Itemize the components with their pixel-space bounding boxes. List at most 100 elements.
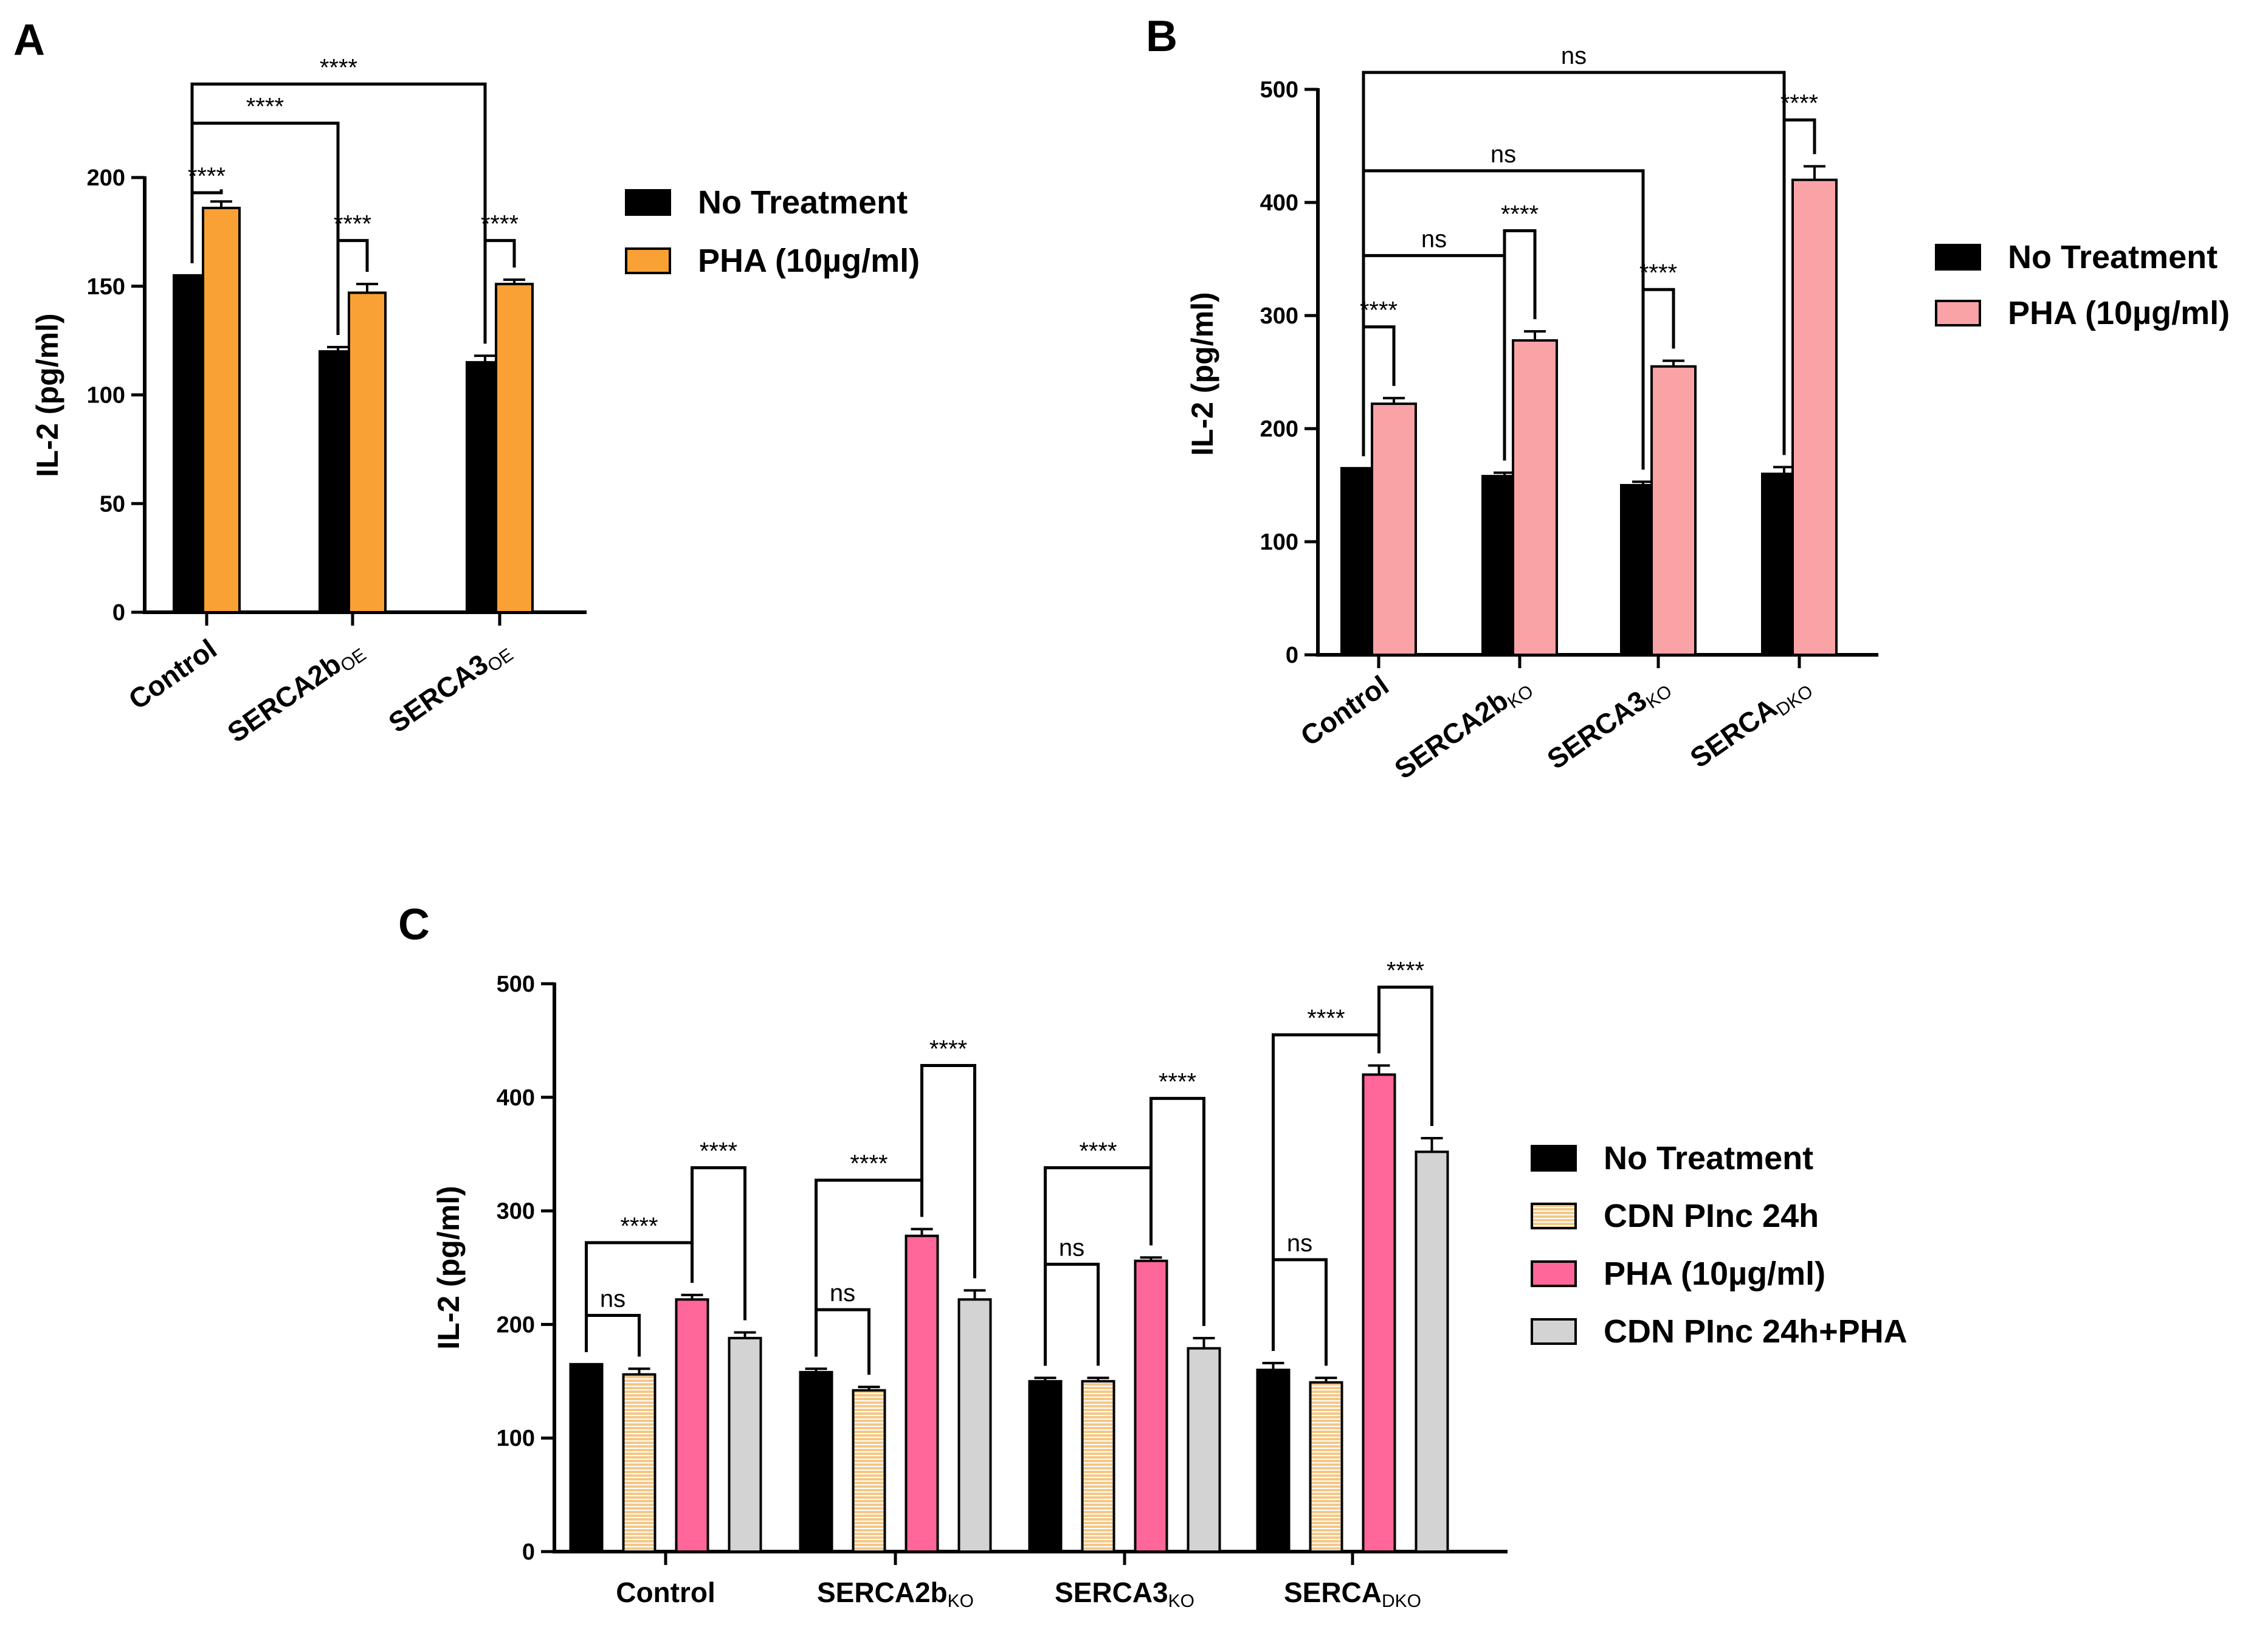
significance-label: ****: [1501, 201, 1539, 228]
y-tick-label: 500: [1260, 77, 1298, 103]
y-tick-label: 200: [87, 165, 125, 191]
y-tick-label: 100: [497, 1426, 535, 1451]
y-tick-label: 400: [1260, 190, 1298, 216]
bar: [728, 1336, 762, 1553]
significance-label: ns: [1059, 1234, 1084, 1261]
significance-label: ****: [1387, 958, 1424, 984]
significance-bracket: [1044, 1262, 1100, 1366]
significance-label: ns: [1287, 1230, 1312, 1257]
significance-label: ns: [600, 1285, 626, 1312]
category-label: SERCADKO: [1284, 1577, 1421, 1611]
significance-label: ****: [1159, 1069, 1196, 1096]
bar: [905, 1234, 939, 1553]
bar: [1081, 1380, 1115, 1553]
y-tick-label: 0: [522, 1539, 535, 1565]
legend-swatch: [1531, 1145, 1577, 1172]
significance-bracket: [815, 1308, 870, 1375]
significance-label: ****: [1079, 1138, 1117, 1165]
y-tick-label: 300: [1260, 303, 1298, 329]
y-tick-label: 300: [497, 1199, 535, 1225]
significance-label: ns: [1491, 141, 1516, 168]
legend-label: CDN PInc 24h+PHA: [1604, 1313, 1908, 1350]
legend-swatch: [625, 189, 671, 216]
bar: [1362, 1073, 1396, 1553]
panel-c: 0 100 200 300 400 500 IL-2 (pg/ml) Control SERCA…: [432, 958, 1908, 1611]
y-axis-label: IL-2 (pg/ml): [432, 1186, 466, 1349]
significance-bracket: [1377, 986, 1433, 1127]
category-label: SERCA2bKO: [817, 1577, 974, 1611]
significance-label: ****: [700, 1138, 737, 1165]
legend-swatch: [1935, 300, 1981, 326]
category-label: SERCA3OE: [383, 633, 517, 742]
legend-label: PHA (10µg/ml): [698, 243, 920, 279]
significance-label: ****: [1639, 260, 1677, 286]
bar: [1309, 1381, 1343, 1553]
y-axis-label: IL-2 (pg/ml): [30, 313, 64, 477]
bar: [799, 1370, 833, 1553]
legend-label: PHA (10µg/ml): [2008, 295, 2230, 331]
significance-label: ns: [1421, 226, 1447, 252]
category-label: SERCA2bKO: [1389, 669, 1537, 788]
category-label: Control: [123, 633, 222, 716]
significance-bracket: [1362, 71, 1786, 457]
significance-label: ****: [246, 94, 284, 120]
significance-label: ****: [334, 211, 371, 238]
significance-label: ****: [1307, 1005, 1345, 1032]
bar: [569, 1363, 604, 1553]
significance-label: ****: [1780, 90, 1818, 117]
bar: [348, 291, 387, 614]
significance-bracket: [1272, 1258, 1328, 1366]
bar: [1256, 1369, 1291, 1553]
significance-label: ns: [830, 1280, 855, 1307]
y-tick-label: 0: [112, 600, 125, 626]
significance-label: ****: [929, 1035, 967, 1062]
y-tick-label: 400: [497, 1085, 535, 1111]
bar: [1371, 402, 1417, 657]
y-axis-label: IL-2 (pg/ml): [1185, 292, 1219, 455]
bar: [675, 1298, 709, 1553]
bar: [1512, 339, 1558, 656]
bar: [622, 1373, 657, 1553]
panel-a: 0 50 100 150 200 IL-2 (pg/ml) ControlSERCA2bOE…: [30, 54, 920, 748]
bar: [1650, 365, 1697, 656]
category-label: Control: [1295, 669, 1394, 752]
legend-label: No Treatment: [1604, 1140, 1813, 1176]
legend-swatch: [625, 247, 671, 274]
legend-swatch: [1935, 244, 1981, 271]
legend-label: No Treatment: [2008, 239, 2218, 275]
y-tick-label: 50: [100, 491, 125, 517]
y-tick-label: 500: [497, 972, 535, 997]
category-label: Control: [616, 1577, 715, 1608]
y-tick-label: 200: [1260, 416, 1298, 442]
category-label: SERCA3KO: [1055, 1577, 1194, 1611]
panel-label-c: C: [398, 900, 430, 949]
significance-bracket: [920, 1064, 976, 1279]
bar: [1791, 178, 1838, 656]
y-tick-label: 150: [87, 274, 125, 300]
bar: [957, 1298, 992, 1553]
significance-label: ns: [1561, 43, 1587, 69]
category-label: SERCADKO: [1684, 669, 1817, 776]
significance-bracket: [190, 82, 487, 344]
y-tick-label: 0: [1286, 643, 1298, 668]
bar: [852, 1389, 886, 1553]
legend-label: No Treatment: [698, 184, 908, 221]
bar: [1134, 1259, 1168, 1553]
bar: [1028, 1380, 1063, 1553]
significance-bracket: [1150, 1097, 1205, 1326]
bar: [202, 207, 241, 613]
significance-label: ****: [1360, 297, 1398, 324]
significance-bracket: [691, 1166, 746, 1321]
panel-label-b: B: [1146, 12, 1177, 61]
legend-label: CDN PInc 24h: [1604, 1198, 1819, 1234]
significance-label: ****: [481, 211, 519, 238]
significance-label: ****: [320, 54, 357, 81]
bar: [495, 283, 534, 613]
legend-swatch: [1531, 1203, 1577, 1229]
y-tick-label: 200: [497, 1312, 535, 1338]
y-tick-label: 100: [87, 383, 125, 409]
significance-bracket: [585, 1313, 641, 1357]
